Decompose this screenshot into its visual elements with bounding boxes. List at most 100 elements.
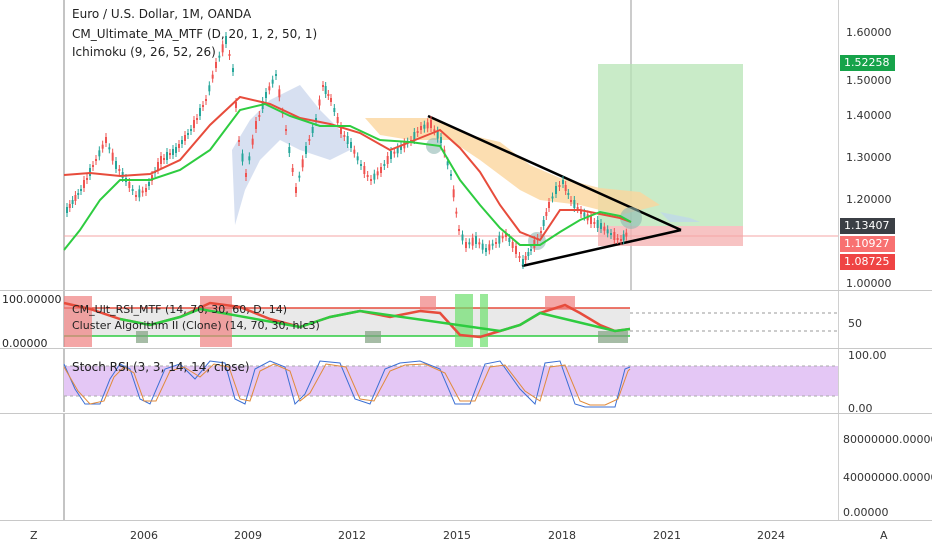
candle-body	[548, 202, 550, 208]
stoch-legend[interactable]: Stoch RSI (3, 3, 14, 14, close)	[72, 360, 250, 374]
candle-body	[288, 147, 291, 153]
symbol-legend[interactable]: Euro / U.S. Dollar, 1M, OANDA	[72, 7, 252, 21]
candle-body	[511, 242, 514, 248]
candle-body	[567, 193, 570, 195]
time-axis[interactable]	[0, 521, 838, 550]
candle-body	[356, 156, 359, 161]
rsi-right-label: 50	[848, 317, 862, 330]
time-axis-label: 2018	[548, 529, 576, 542]
candle-body	[452, 189, 455, 198]
candle-body	[603, 226, 606, 231]
candle-body	[423, 124, 426, 129]
candle-body	[235, 102, 237, 108]
candle-body	[450, 174, 452, 176]
candle-body	[564, 185, 567, 191]
pane-divider[interactable]	[0, 290, 932, 291]
candle-body	[166, 152, 168, 160]
candle-body	[340, 126, 342, 134]
candle-body	[98, 150, 101, 157]
candle-body	[540, 231, 542, 233]
ichimoku-legend[interactable]: Ichimoku (9, 26, 52, 26)	[72, 45, 216, 59]
candle-body	[360, 164, 362, 166]
volume-chart	[63, 414, 65, 520]
candle-body	[440, 137, 442, 143]
candle-body	[501, 236, 504, 239]
cluster-legend[interactable]: Cluster Algorithm II (Clone) (14, 70, 30…	[72, 319, 320, 332]
stoch-right-bottom-label: 0.00	[848, 402, 873, 415]
price-axis-label: 1.00000	[846, 277, 892, 290]
candle-body	[196, 118, 198, 120]
candle-body	[118, 169, 121, 171]
candle-body	[135, 195, 137, 197]
candle-body	[488, 244, 491, 251]
candle-body	[181, 140, 183, 144]
candle-body	[363, 166, 366, 174]
candle-body	[515, 246, 517, 254]
candle-body	[128, 182, 131, 188]
candle-body	[327, 94, 330, 96]
candle-body	[184, 135, 186, 141]
candle-body	[498, 235, 501, 244]
price-chart	[63, 0, 838, 290]
price-axis-label: 1.20000	[846, 193, 892, 206]
candle-body	[430, 120, 432, 128]
candle-body	[187, 133, 189, 135]
candle-body	[265, 92, 267, 98]
rsi-pane[interactable]: CM_Ult_RSI_MTF (14, 70, 30, 60, D, 14) C…	[0, 291, 838, 347]
candle-body	[278, 89, 281, 98]
price-axis-label: 1.60000	[846, 26, 892, 39]
candle-body	[83, 180, 85, 188]
rsi-chart	[63, 291, 838, 347]
auto-scale-button[interactable]: A	[880, 529, 888, 542]
volume-pane[interactable]	[0, 414, 838, 520]
candle-body	[570, 200, 572, 202]
candle-body	[386, 156, 389, 164]
highlight-circle-3	[620, 207, 642, 229]
candle-body	[225, 36, 227, 44]
candle-body	[208, 85, 211, 92]
candle-body	[478, 242, 481, 245]
main-chart-pane[interactable]: Euro / U.S. Dollar, 1M, OANDA CM_Ultimat…	[0, 0, 838, 290]
candle-body	[353, 149, 356, 154]
candle-body	[471, 237, 474, 246]
candle-body	[545, 212, 548, 216]
candle-body	[593, 222, 596, 224]
pane-divider[interactable]	[0, 413, 932, 414]
candle-body	[202, 105, 204, 107]
ichimoku-cloud-blue	[232, 85, 350, 225]
candle-body	[426, 122, 429, 129]
candle-body	[138, 189, 141, 198]
time-axis-divider	[0, 520, 932, 521]
candle-body	[336, 117, 339, 123]
candle-body	[606, 229, 609, 234]
candle-body	[108, 147, 111, 150]
ichimoku-cloud-blue-2	[660, 212, 700, 222]
price-axis-label: 1.30000	[846, 151, 892, 164]
candle-body	[131, 189, 134, 191]
candle-body	[215, 62, 217, 68]
candle-body	[433, 129, 436, 132]
candle-body	[393, 151, 396, 154]
candle-body	[172, 149, 174, 155]
candle-body	[481, 243, 484, 250]
candle-body	[542, 220, 545, 226]
stoch-d-line	[63, 363, 631, 406]
stoch-rsi-pane[interactable]: Stoch RSI (3, 3, 14, 14, close)	[0, 349, 838, 412]
candle-body	[285, 129, 287, 131]
candle-body	[495, 242, 497, 244]
rsi-legend[interactable]: CM_Ult_RSI_MTF (14, 70, 30, 60, D, 14)	[72, 303, 287, 316]
ma-red-line	[63, 95, 632, 242]
candle-body	[455, 211, 458, 214]
candle-body	[95, 159, 97, 161]
rsi-line-green	[119, 307, 631, 333]
candle-body	[600, 223, 602, 229]
zoom-toggle-button[interactable]: Z	[30, 529, 38, 542]
pane-divider[interactable]	[0, 348, 932, 349]
candle-body	[436, 130, 439, 139]
candle-body	[77, 193, 80, 195]
ma-indicator-legend[interactable]: CM_Ultimate_MA_MTF (D, 20, 1, 2, 50, 1)	[72, 27, 318, 41]
mid-price-tag: 1.10927	[840, 236, 895, 252]
candle-body	[383, 164, 386, 166]
candle-body	[324, 86, 327, 94]
candle-body	[558, 185, 561, 187]
